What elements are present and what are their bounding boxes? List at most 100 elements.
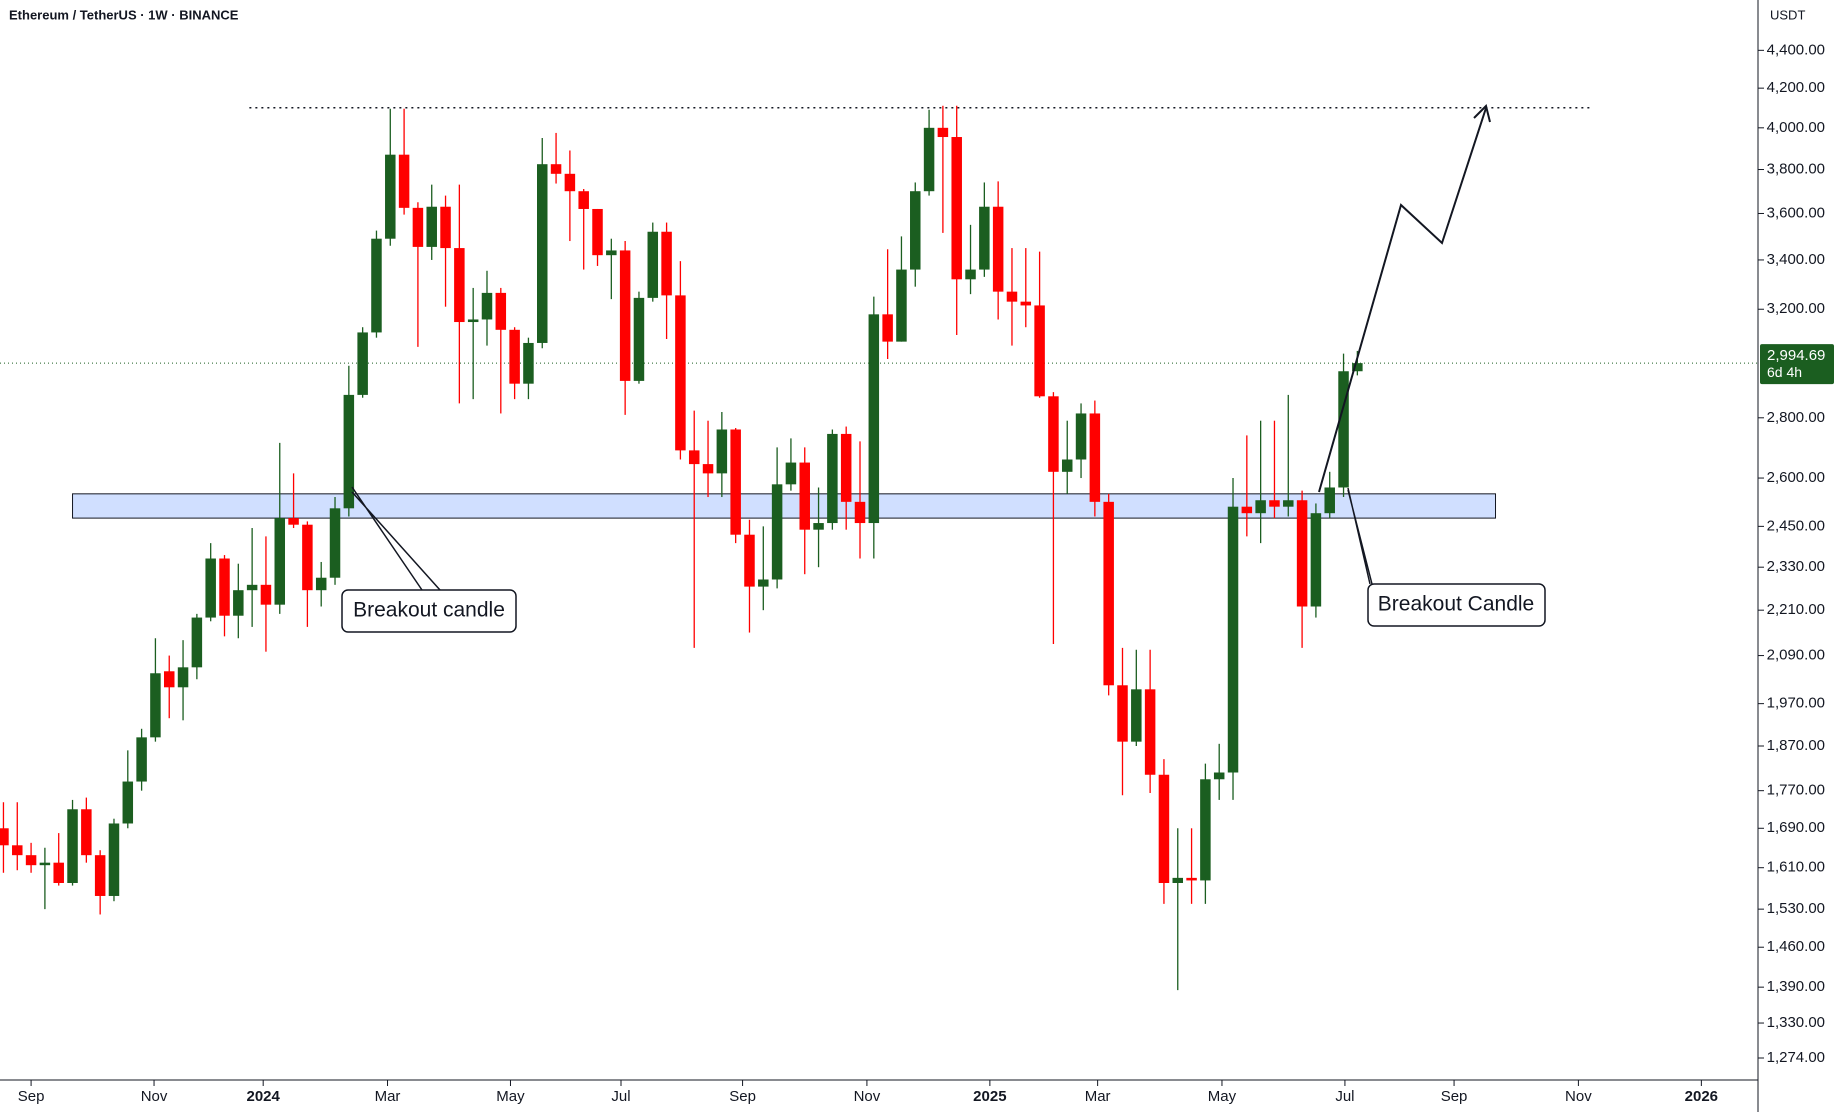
candle-body bbox=[1352, 363, 1363, 372]
x-tick-label: Nov bbox=[1565, 1088, 1592, 1105]
candle-body bbox=[163, 671, 175, 688]
x-tick-label: Nov bbox=[141, 1088, 168, 1105]
callout-box bbox=[341, 589, 517, 633]
y-tick-label: 1,970.00 bbox=[1767, 695, 1825, 712]
x-tick-label: Jul bbox=[1335, 1088, 1354, 1105]
y-tick-label: 1,610.00 bbox=[1767, 859, 1825, 876]
y-tick-label: 3,400.00 bbox=[1767, 251, 1825, 268]
candle-body bbox=[1310, 513, 1322, 607]
candle-body bbox=[1227, 506, 1239, 773]
y-axis-label: USDT bbox=[1770, 7, 1805, 22]
x-tick-label: 2025 bbox=[973, 1088, 1006, 1105]
candle-body bbox=[771, 484, 783, 580]
candle-body bbox=[0, 828, 9, 846]
candle-body bbox=[233, 590, 244, 616]
x-tick-label: Mar bbox=[375, 1088, 401, 1105]
y-tick-label: 4,000.00 bbox=[1767, 119, 1825, 136]
candle-body bbox=[730, 429, 741, 535]
candle-body bbox=[827, 433, 838, 524]
candle-body bbox=[675, 295, 686, 451]
x-tick-label: May bbox=[1208, 1088, 1237, 1105]
candle-body bbox=[357, 332, 368, 395]
y-tick-label: 2,330.00 bbox=[1767, 558, 1825, 575]
candle-body bbox=[1324, 487, 1335, 514]
candle-body bbox=[288, 518, 299, 525]
y-tick-label: 1,530.00 bbox=[1767, 900, 1825, 917]
candle-body bbox=[385, 154, 396, 239]
candle-body bbox=[1034, 305, 1045, 397]
candle-body bbox=[758, 579, 769, 587]
candle-body bbox=[329, 508, 341, 578]
candle-body bbox=[896, 269, 907, 342]
candle-body bbox=[992, 206, 1004, 292]
x-tick-label: 2026 bbox=[1685, 1088, 1718, 1105]
candle-body bbox=[67, 809, 78, 883]
candle-body bbox=[246, 584, 258, 591]
y-tick-label: 1,330.00 bbox=[1767, 1014, 1825, 1031]
candle-body bbox=[840, 433, 852, 502]
candle-body bbox=[481, 292, 493, 320]
candle-body bbox=[868, 314, 880, 524]
candle-body bbox=[495, 292, 507, 330]
candle-body bbox=[274, 518, 286, 605]
candle-body bbox=[177, 667, 189, 688]
candle-body bbox=[108, 823, 120, 896]
candle-body bbox=[1241, 506, 1253, 514]
candle-body bbox=[979, 206, 990, 270]
candle-body bbox=[1089, 413, 1101, 502]
candle-body bbox=[523, 342, 534, 384]
y-tick-label: 3,800.00 bbox=[1767, 160, 1825, 177]
candle-body bbox=[661, 231, 672, 296]
y-tick-label: 1,390.00 bbox=[1767, 978, 1825, 995]
candle-body bbox=[1144, 689, 1156, 775]
y-tick-label: 3,600.00 bbox=[1767, 204, 1825, 221]
candle-body bbox=[1172, 877, 1184, 883]
y-tick-label: 4,400.00 bbox=[1767, 41, 1825, 58]
callouts: Breakout candle Breakout Candle bbox=[341, 104, 1546, 633]
x-tick-label: Sep bbox=[1441, 1088, 1468, 1105]
candle-body bbox=[1186, 877, 1197, 881]
candle-body bbox=[702, 464, 714, 474]
y-tick-label: 2,600.00 bbox=[1767, 469, 1825, 486]
candle-body bbox=[454, 248, 465, 323]
callout-text: Breakout Candle bbox=[1378, 593, 1534, 616]
countdown-label: 6d 4h bbox=[1767, 364, 1802, 380]
candle-body bbox=[205, 558, 216, 618]
y-tick-label: 3,200.00 bbox=[1767, 300, 1825, 317]
y-tick-label: 4,200.00 bbox=[1767, 79, 1825, 96]
candle-body bbox=[1255, 500, 1266, 514]
candle-body bbox=[744, 534, 755, 587]
candle-body bbox=[1200, 779, 1211, 881]
candle-body bbox=[564, 173, 576, 192]
candle-body bbox=[923, 127, 935, 192]
y-tick-label: 2,090.00 bbox=[1767, 647, 1825, 664]
candle-body bbox=[716, 429, 728, 474]
candle-body bbox=[1006, 291, 1018, 302]
candle-body bbox=[1117, 685, 1128, 742]
candle-body bbox=[136, 737, 147, 782]
candle-body bbox=[937, 127, 949, 138]
candle-body bbox=[412, 207, 424, 247]
callout-line bbox=[1347, 487, 1373, 585]
x-tick-label: Jul bbox=[611, 1088, 630, 1105]
candle-body bbox=[12, 845, 23, 856]
candle-body bbox=[578, 191, 589, 209]
candle-body bbox=[53, 862, 64, 883]
last-price-label: 2,994.69 bbox=[1767, 347, 1825, 364]
candle-body bbox=[219, 558, 230, 616]
candle-body bbox=[951, 137, 962, 280]
x-tick-label: Mar bbox=[1085, 1088, 1111, 1105]
candle-body bbox=[1061, 459, 1073, 472]
candle-body bbox=[302, 524, 313, 591]
y-tick-label: 2,800.00 bbox=[1767, 409, 1825, 426]
candle-body bbox=[1020, 301, 1032, 306]
candle-body bbox=[467, 319, 479, 323]
y-tick-label: 1,690.00 bbox=[1767, 819, 1825, 836]
y-tick-label: 1,870.00 bbox=[1767, 737, 1825, 754]
candle-body bbox=[1131, 689, 1142, 742]
candle-body bbox=[1158, 774, 1170, 883]
candle-body bbox=[94, 855, 106, 896]
projection-arrowhead bbox=[1473, 104, 1491, 123]
candle-body bbox=[440, 206, 451, 249]
projection-path bbox=[1318, 107, 1487, 493]
